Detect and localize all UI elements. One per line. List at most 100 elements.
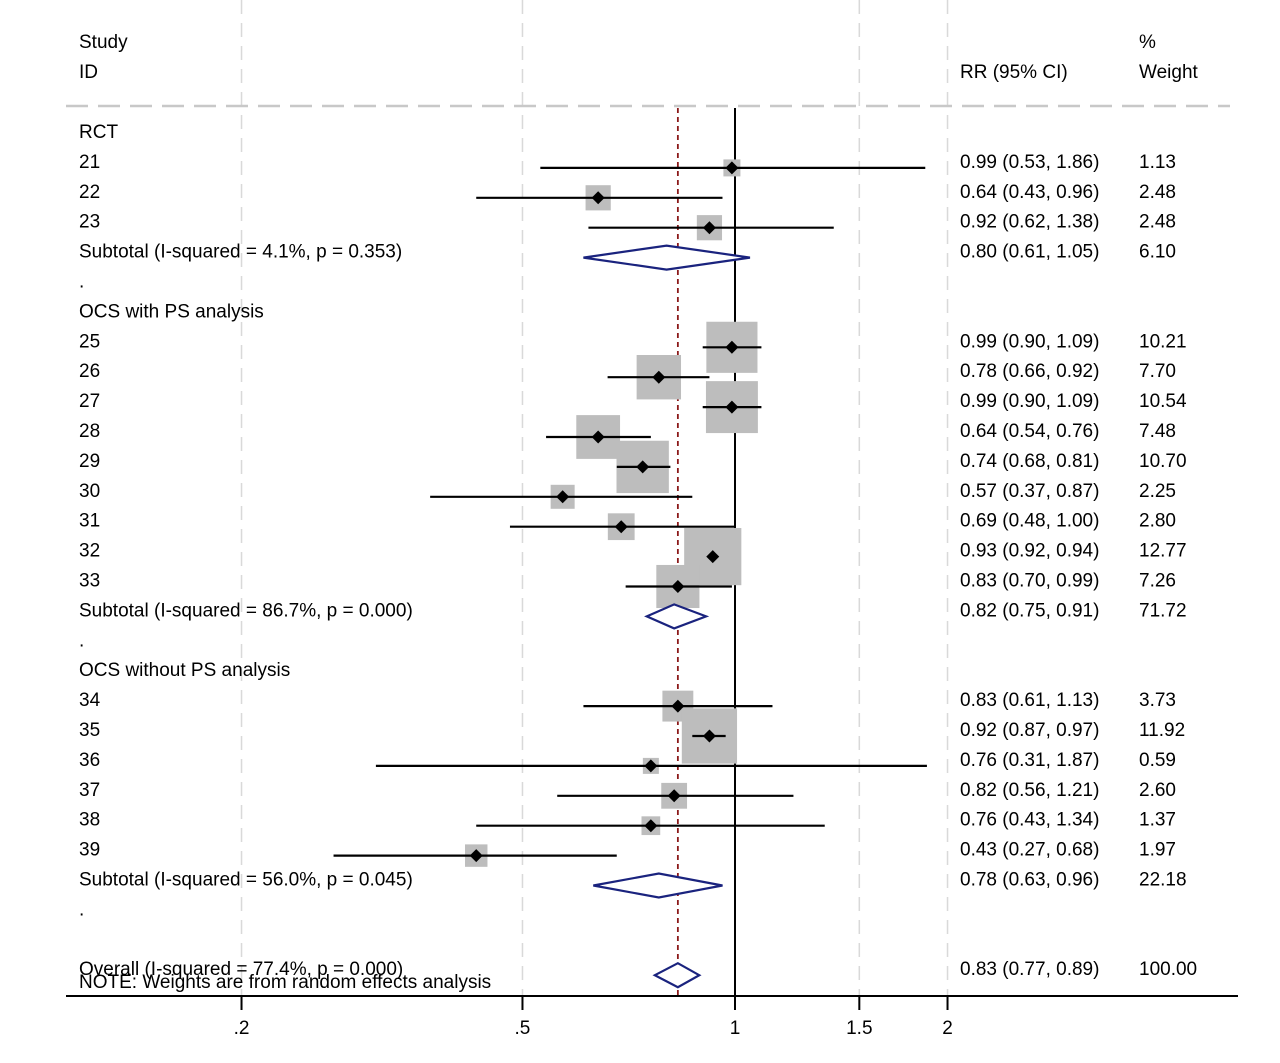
weight-text-subtotal-25: 22.18 [1139,870,1187,891]
row-labels: RCT 21 0.99 (0.53, 1.86) 1.13 22 0.64 (0.43, … [79,122,1197,980]
rr-ci-text-39: 0.43 (0.27, 0.68) [960,840,1099,861]
row-label-study-21: 21 [79,152,100,173]
row-label-subtotal-16: Subtotal (I-squared = 86.7%, p = 0.000) [79,600,413,621]
weight-text-28: 7.48 [1139,421,1176,442]
grid-lines [240,0,949,996]
point-estimate-31 [614,520,628,534]
header-percent: % [1139,32,1156,53]
row-label-study-36: 36 [79,750,100,771]
rr-ci-text-27: 0.99 (0.90, 1.09) [960,391,1099,412]
row-label-study-38: 38 [79,810,100,831]
rr-ci-text-33: 0.83 (0.70, 0.99) [960,571,1099,592]
row-label-study-25: 25 [79,331,100,352]
weight-text-26: 7.70 [1139,361,1176,382]
row-label-study-32: 32 [79,541,100,562]
rr-ci-text-26: 0.78 (0.66, 0.92) [960,361,1099,382]
rr-ci-text-30: 0.57 (0.37, 0.87) [960,481,1099,502]
subtotal-diamond-25 [593,872,723,899]
point-estimate-27 [725,400,739,414]
point-estimate-23 [702,221,716,235]
point-estimate-37 [667,789,681,803]
rr-ci-text-34: 0.83 (0.61, 1.13) [960,690,1099,711]
row-label-blank-17: . [79,630,84,651]
x-tick-label-p2: .2 [234,1018,250,1039]
weights-note: NOTE: Weights are from random effects an… [79,972,491,993]
rr-ci-text-28: 0.64 (0.54, 0.76) [960,421,1099,442]
rr-ci-text-overall-27: 0.83 (0.77, 0.89) [960,959,1099,980]
row-label-study-30: 30 [79,481,100,502]
rr-ci-text-22: 0.64 (0.43, 0.96) [960,182,1099,203]
rr-ci-text-25: 0.99 (0.90, 1.09) [960,331,1099,352]
row-label-study-35: 35 [79,720,100,741]
row-label-study-27: 27 [79,391,100,412]
row-label-blank-5: . [79,272,84,293]
weight-text-36: 0.59 [1139,750,1176,771]
row-label-group-0: RCT [79,122,118,143]
point-estimate-36 [644,759,658,773]
point-estimate-25 [725,340,739,354]
weight-text-33: 7.26 [1139,571,1176,592]
rr-ci-text-35: 0.92 (0.87, 0.97) [960,720,1099,741]
weight-text-27: 10.54 [1139,391,1187,412]
point-estimate-39 [469,849,483,863]
row-label-group-6: OCS with PS analysis [79,301,264,322]
weight-text-22: 2.48 [1139,182,1176,203]
point-estimate-29 [636,460,650,474]
rr-ci-text-subtotal-16: 0.82 (0.75, 0.91) [960,600,1099,621]
weight-text-overall-27: 100.00 [1139,959,1197,980]
row-label-study-37: 37 [79,780,100,801]
weight-text-32: 12.77 [1139,541,1187,562]
rr-ci-text-21: 0.99 (0.53, 1.86) [960,152,1099,173]
row-label-subtotal-25: Subtotal (I-squared = 56.0%, p = 0.045) [79,870,413,891]
row-label-study-33: 33 [79,571,100,592]
rr-ci-text-38: 0.76 (0.43, 1.34) [960,810,1099,831]
row-label-study-31: 31 [79,511,100,532]
overall-diamond [652,961,702,989]
weight-text-21: 1.13 [1139,152,1176,173]
subtotal-diamond-16 [644,603,710,630]
point-estimate-22 [591,191,605,205]
row-label-subtotal-4: Subtotal (I-squared = 4.1%, p = 0.353) [79,242,402,263]
rr-ci-text-subtotal-4: 0.80 (0.61, 1.05) [960,242,1099,263]
header-study: Study [79,32,128,53]
point-estimate-21 [725,161,739,175]
row-label-study-28: 28 [79,421,100,442]
row-label-study-22: 22 [79,182,100,203]
weight-text-30: 2.25 [1139,481,1176,502]
row-label-study-34: 34 [79,690,101,711]
x-tick-label-p5: .5 [515,1018,531,1039]
header-rr-ci: RR (95% CI) [960,62,1068,83]
weight-text-subtotal-16: 71.72 [1139,600,1187,621]
row-label-group-18: OCS without PS analysis [79,660,290,681]
point-estimate-32 [706,550,720,564]
rr-ci-text-subtotal-25: 0.78 (0.63, 0.96) [960,870,1099,891]
x-axis: .2 .5 1 1.5 2 [234,996,953,1039]
weight-text-38: 1.37 [1139,810,1176,831]
header-weight: Weight [1139,62,1199,83]
weight-text-39: 1.97 [1139,840,1176,861]
row-label-study-39: 39 [79,840,100,861]
header-id: ID [79,62,98,83]
weight-text-29: 10.70 [1139,451,1187,472]
forest-marks [333,108,927,996]
x-tick-label-1p5: 1.5 [846,1018,872,1039]
point-estimate-28 [591,430,605,444]
point-estimate-26 [652,370,666,384]
row-label-study-29: 29 [79,451,100,472]
x-tick-label-2: 2 [942,1018,953,1039]
point-estimate-35 [702,729,716,743]
weight-text-23: 2.48 [1139,212,1176,233]
point-estimate-33 [671,580,685,593]
rr-ci-text-29: 0.74 (0.68, 0.81) [960,451,1099,472]
weight-text-subtotal-4: 6.10 [1139,242,1176,263]
point-estimate-38 [644,819,658,833]
rr-ci-text-31: 0.69 (0.48, 1.00) [960,511,1099,532]
row-label-study-23: 23 [79,212,100,233]
weight-text-25: 10.21 [1139,331,1187,352]
weight-text-31: 2.80 [1139,511,1176,532]
row-label-study-26: 26 [79,361,100,382]
rr-ci-text-32: 0.93 (0.92, 0.94) [960,541,1099,562]
rr-ci-text-23: 0.92 (0.62, 1.38) [960,212,1099,233]
rr-ci-text-36: 0.76 (0.31, 1.87) [960,750,1099,771]
